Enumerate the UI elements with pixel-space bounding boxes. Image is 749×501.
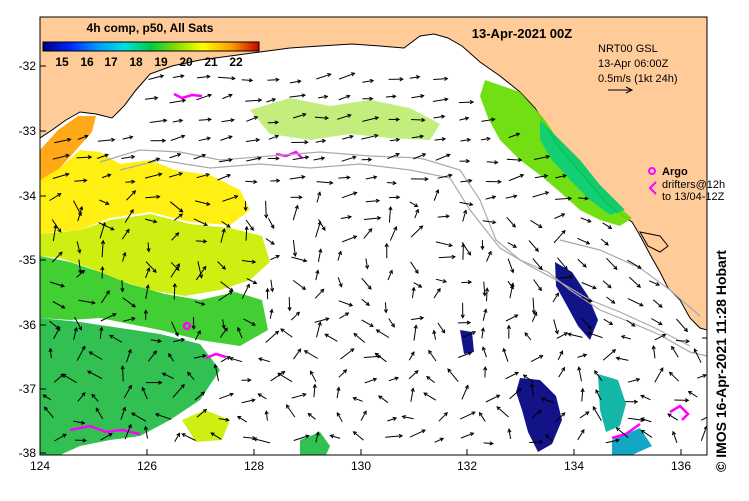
lat-tick-label: -33 bbox=[19, 124, 37, 138]
colorbar-tick: 16 bbox=[80, 55, 94, 69]
imos-credit: © IMOS 16-Apr-2021 11:28 Hobart bbox=[713, 250, 729, 472]
colorbar-tick: 20 bbox=[179, 55, 193, 69]
colorbar-tick: 19 bbox=[154, 55, 168, 69]
current-vector bbox=[174, 284, 175, 300]
lat-tick-label: -35 bbox=[19, 253, 37, 267]
argo-label: Argo bbox=[662, 166, 688, 178]
lon-tick-label: 130 bbox=[351, 459, 371, 473]
lat-tick-label: -36 bbox=[19, 318, 37, 332]
lat-tick-label: -37 bbox=[19, 382, 37, 396]
drifters-line2: to 13/04-12Z bbox=[662, 191, 725, 203]
colorbar-label: 4h comp, p50, All Sats bbox=[87, 21, 214, 35]
lon-tick-label: 132 bbox=[457, 459, 477, 473]
lon-tick-label: 136 bbox=[671, 459, 691, 473]
colorbar-tick: 21 bbox=[204, 55, 218, 69]
current-vector bbox=[266, 201, 267, 218]
lon-tick-label: 128 bbox=[244, 459, 264, 473]
current-vector bbox=[459, 102, 473, 103]
current-vector bbox=[529, 442, 542, 443]
lon-tick-label: 124 bbox=[30, 459, 50, 473]
current-vector bbox=[463, 244, 464, 260]
lon-tick-label: 134 bbox=[564, 459, 584, 473]
map-title: 13-Apr-2021 00Z bbox=[472, 26, 572, 41]
colorbar-tick: 17 bbox=[104, 55, 118, 69]
lat-tick-label: -38 bbox=[19, 446, 37, 460]
current-vector bbox=[411, 120, 425, 121]
colorbar-tick: 15 bbox=[55, 55, 69, 69]
colorbar-tick: 22 bbox=[229, 55, 243, 69]
lon-tick-label: 126 bbox=[137, 459, 157, 473]
drifters-line1: drifters@12h bbox=[662, 179, 725, 191]
colorbar-tick: 18 bbox=[129, 55, 143, 69]
lat-tick-label: -34 bbox=[19, 189, 37, 203]
current-vector bbox=[289, 297, 290, 310]
current-scale: 0.5m/s (1kt 24h) bbox=[598, 73, 677, 85]
current-time: 13-Apr 06:00Z bbox=[598, 58, 669, 70]
lat-tick-label: -32 bbox=[19, 59, 37, 73]
current-product: NRT00 GSL bbox=[598, 43, 658, 55]
current-vector bbox=[123, 366, 124, 381]
colorbar-gradient bbox=[43, 42, 259, 51]
